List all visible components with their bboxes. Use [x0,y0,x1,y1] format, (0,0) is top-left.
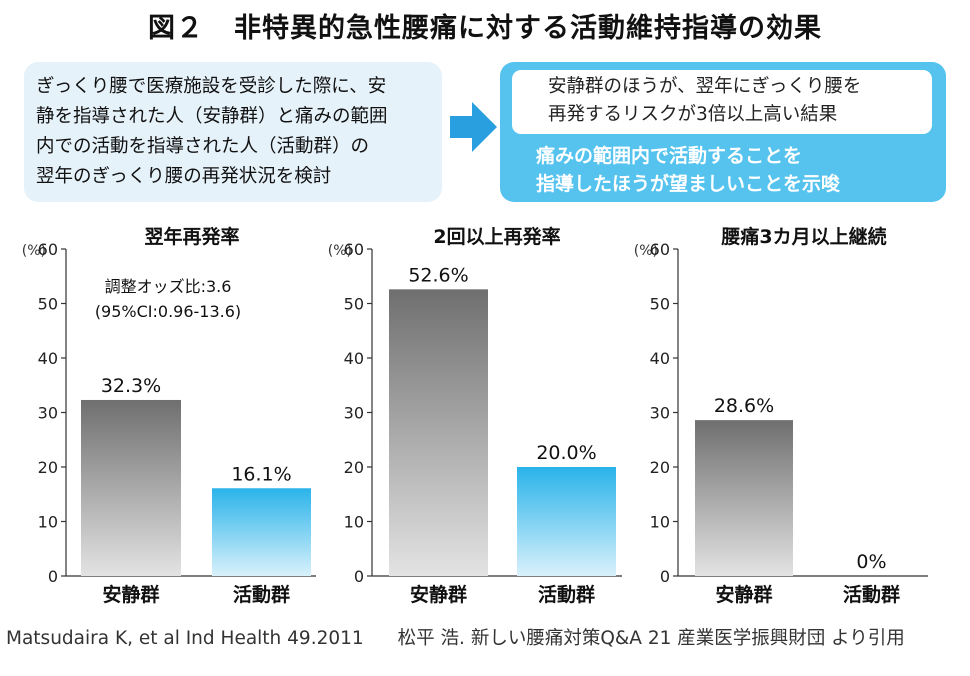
bar-value-label: 32.3% [101,375,161,397]
y-tick-label: 20 [38,458,58,477]
bar-value-label: 0% [856,551,886,573]
y-tick-label: 30 [38,404,58,423]
bar-value-label: 20.0% [536,442,596,464]
category-label: 安静群 [102,583,159,606]
bar-rest-group [695,420,793,576]
category-label: 活動群 [843,583,900,606]
implication-line: 痛みの範囲内で活動することを [536,145,803,167]
y-tick-label: 0 [354,567,364,586]
category-label: 安静群 [715,583,772,606]
bar-active-group [517,467,616,576]
y-tick-label: 50 [38,295,58,314]
finding-line: 安静群のほうが、翌年にぎっくり腰を [548,76,862,97]
figure-title-text: 非特異的急性腰痛に対する活動維持指導の効果 [234,13,822,44]
charts-area: 翌年再発率 (%) 0 10 20 30 40 50 60 32.3% 安静群 16.1% 活動群 調整オ… [0,205,970,620]
figure-title: 図２ 非特異的急性腰痛に対する活動維持指導の効果 [0,6,970,45]
chart-title: 翌年再発率 [144,225,239,248]
y-tick-label: 20 [650,458,670,477]
y-tick-label: 60 [38,240,58,259]
implication-text: 痛みの範囲内で活動することを 指導したほうが望ましいことを示唆 [536,142,936,198]
y-tick-label: 10 [650,513,670,532]
source-book: 松平 浩. 新しい腰痛対策Q&A 21 産業医学振興財団 より引用 [397,628,905,649]
summary-line: ぎっくり腰で医療施設を受診した際に、安 [36,76,387,97]
summary-line: 内での活動を指導された人（活動群）の [36,136,370,157]
chart-title: 腰痛3カ月以上継続 [720,225,886,248]
y-axis-unit: (%) [22,243,46,259]
figure-number: 図２ [148,13,204,44]
y-tick-label: 40 [344,349,364,368]
y-axis-unit: (%) [634,243,658,259]
y-tick-label: 10 [38,513,58,532]
source-reference: Matsudaira K, et al Ind Health 49.2011 [6,628,364,649]
finding-line: 再発するリスクが3倍以上高い結果 [548,104,838,125]
category-label: 安静群 [410,583,467,606]
y-tick-label: 50 [650,295,670,314]
y-tick-label: 0 [48,567,58,586]
chart-annotation: 調整オッズ比:3.6 [105,277,232,296]
y-axis-unit: (%) [328,243,352,259]
finding-box: 安静群のほうが、翌年にぎっくり腰を 再発するリスクが3倍以上高い結果 [512,70,932,134]
y-tick-label: 60 [344,240,364,259]
category-label: 活動群 [233,583,290,606]
result-box: 安静群のほうが、翌年にぎっくり腰を 再発するリスクが3倍以上高い結果 痛みの範囲… [500,62,946,202]
y-tick-label: 50 [344,295,364,314]
y-tick-label: 30 [344,404,364,423]
bar-charts: 翌年再発率 (%) 0 10 20 30 40 50 60 32.3% 安静群 16.1% 活動群 調整オ… [22,225,928,606]
y-tick-label: 10 [344,513,364,532]
study-summary-box: ぎっくり腰で医療施設を受診した際に、安 静を指導された人（安静群）と痛みの範囲 … [24,62,442,202]
y-tick-label: 30 [650,404,670,423]
bar-value-label: 16.1% [231,463,291,485]
right-arrow-icon [450,102,497,152]
bar-rest-group [81,399,181,576]
summary-line: 静を指導された人（安静群）と痛みの範囲 [36,106,388,127]
source-citation: Matsudaira K, et al Ind Health 49.2011 松平… [6,624,966,650]
y-tick-label: 60 [650,240,670,259]
bar-value-label: 52.6% [408,264,468,286]
chart-title: 2回以上再発率 [433,225,560,248]
category-label: 活動群 [538,583,595,606]
bar-active-group [212,488,311,576]
bar-value-label: 28.6% [714,395,774,417]
y-tick-label: 40 [38,349,58,368]
y-tick-label: 20 [344,458,364,477]
y-tick-label: 0 [660,567,670,586]
implication-line: 指導したほうが望ましいことを示唆 [536,173,841,195]
summary-line: 翌年のぎっくり腰の再発状況を検討 [36,166,332,187]
bar-rest-group [389,289,488,576]
chart-annotation: (95%CI:0.96-13.6) [95,302,241,321]
y-tick-label: 40 [650,349,670,368]
